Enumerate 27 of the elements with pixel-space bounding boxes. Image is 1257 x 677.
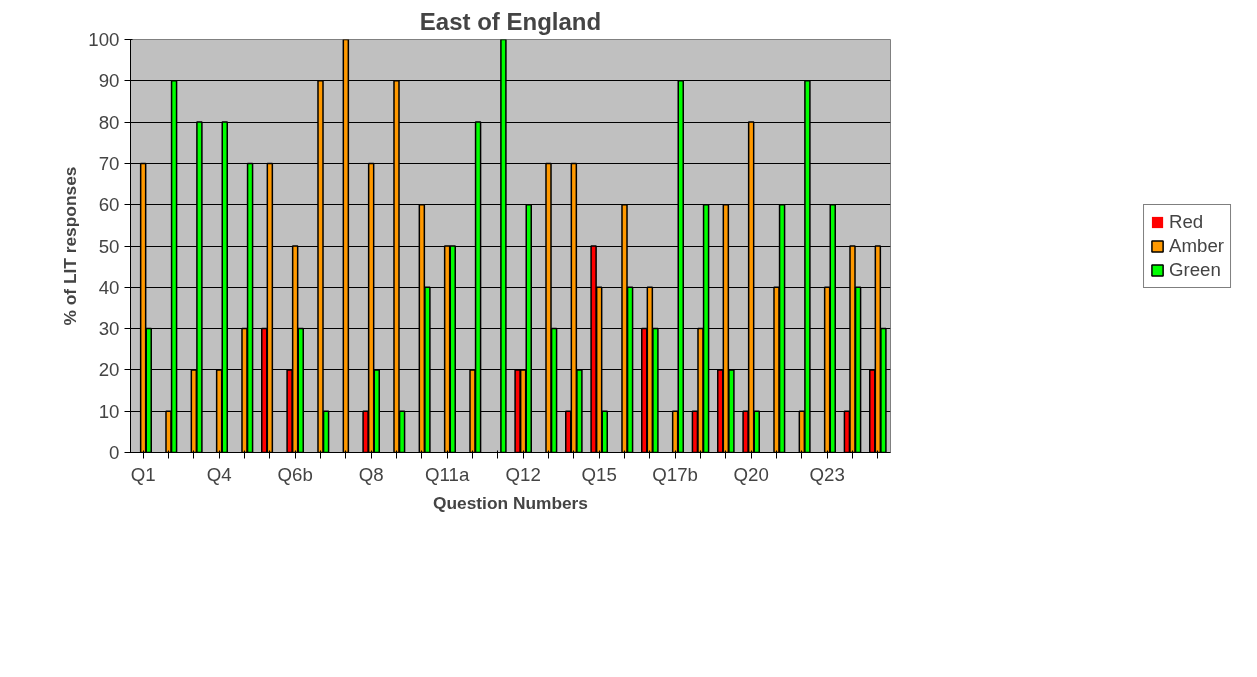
y-tick-label: 0	[109, 442, 120, 463]
chart-title: East of England	[419, 7, 602, 35]
y-axis-title: % of LIT responses	[60, 166, 81, 326]
x-tick-label: Q20	[733, 463, 769, 485]
x-tick-label: Q17b	[652, 463, 698, 485]
x-tick-label: Q8	[358, 463, 384, 485]
x-tick-label: Q15	[581, 463, 617, 485]
y-tick-label: 40	[98, 276, 120, 298]
y-tick-label: 70	[98, 152, 120, 174]
x-tick-label: Q11a	[425, 463, 470, 485]
x-tick-label: Q23	[809, 463, 845, 485]
x-axis-title: Question Numbers	[432, 492, 589, 513]
y-tick-label: 10	[98, 400, 120, 422]
legend-label: Red	[1169, 210, 1204, 233]
legend-label: Amber	[1169, 234, 1224, 257]
x-tick-label: Q6b	[277, 463, 313, 485]
y-tick-label: 100	[88, 29, 120, 50]
x-tick-label: Q4	[206, 463, 232, 485]
y-tick-label: 30	[98, 318, 120, 340]
x-tick-label: Q12	[505, 463, 541, 485]
y-tick-label: 90	[98, 70, 120, 92]
y-tick-label: 80	[98, 111, 120, 133]
y-tick-label: 60	[98, 194, 120, 216]
x-tick-label: Q1	[130, 463, 156, 485]
legend-label: Green	[1169, 258, 1221, 281]
y-tick-label: 20	[98, 359, 120, 381]
y-tick-label: 50	[98, 235, 120, 257]
